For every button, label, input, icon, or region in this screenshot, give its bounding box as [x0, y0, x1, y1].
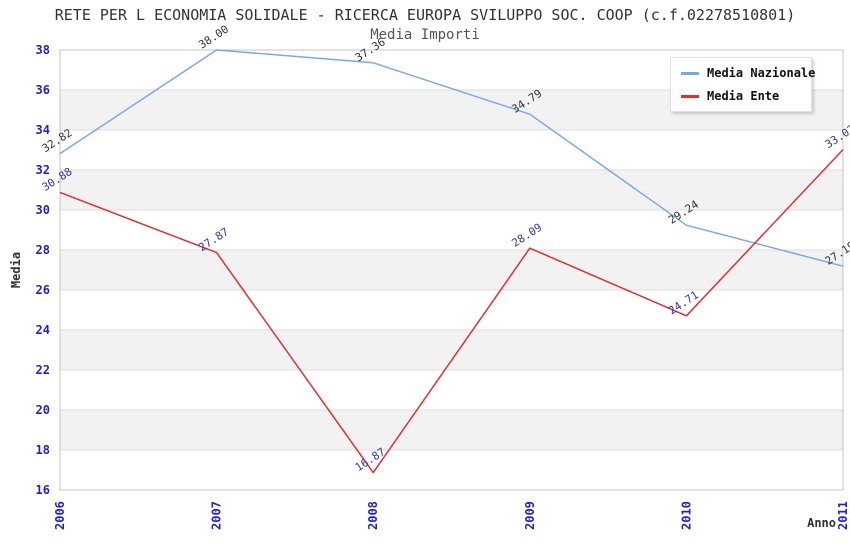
- legend: Media Nazionale Media Ente: [670, 57, 815, 112]
- y-tick-label: 26: [36, 283, 50, 297]
- grid-band: [60, 330, 843, 370]
- plot-border: [59, 49, 844, 491]
- point-label: 27.19: [823, 239, 850, 268]
- x-tick-label: 2007: [210, 501, 224, 530]
- y-tick-label: 32: [36, 163, 50, 177]
- y-axis-title: Media: [9, 252, 23, 288]
- point-label: 24.71: [666, 288, 701, 317]
- x-tick-label: 2010: [679, 501, 693, 530]
- y-tick-label: 22: [36, 363, 50, 377]
- chart-title: RETE PER L ECONOMIA SOLIDALE - RICERCA E…: [54, 6, 796, 24]
- y-tick-label: 24: [36, 323, 50, 337]
- series-line-1: [59, 149, 844, 474]
- legend-label-media-nazionale: Media Nazionale: [707, 66, 816, 80]
- x-tick-label: 2011: [836, 501, 850, 530]
- y-tick-label: 36: [36, 83, 50, 97]
- y-tick-label: 20: [36, 403, 50, 417]
- legend-label-media-ente: Media Ente: [707, 89, 780, 103]
- series-line-0: [59, 49, 844, 267]
- y-tick-label: 28: [36, 243, 50, 257]
- legend-entry-media-nazionale: Media Nazionale: [681, 66, 815, 80]
- x-tick-label: 2009: [523, 501, 537, 530]
- grid-band: [60, 410, 843, 450]
- y-tick-label: 16: [36, 483, 50, 497]
- chart-subtitle: Media Importi: [370, 27, 480, 43]
- legend-swatch-media-ente: [681, 94, 699, 98]
- y-tick-label: 18: [36, 443, 50, 457]
- grid-band: [60, 170, 843, 210]
- y-tick-label: 30: [36, 203, 50, 217]
- y-tick-label: 38: [36, 43, 50, 57]
- x-tick-label: 2006: [53, 501, 67, 530]
- x-tick-label: 2008: [366, 501, 380, 530]
- grid-band: [60, 250, 843, 290]
- legend-entry-media-ente: Media Ente: [681, 89, 801, 103]
- point-label: 28.09: [509, 221, 544, 250]
- y-tick-label: 34: [36, 123, 50, 137]
- legend-swatch-media-nazionale: [681, 71, 699, 75]
- x-axis-title: Anno: [807, 516, 836, 530]
- point-label: 38.00: [196, 23, 231, 52]
